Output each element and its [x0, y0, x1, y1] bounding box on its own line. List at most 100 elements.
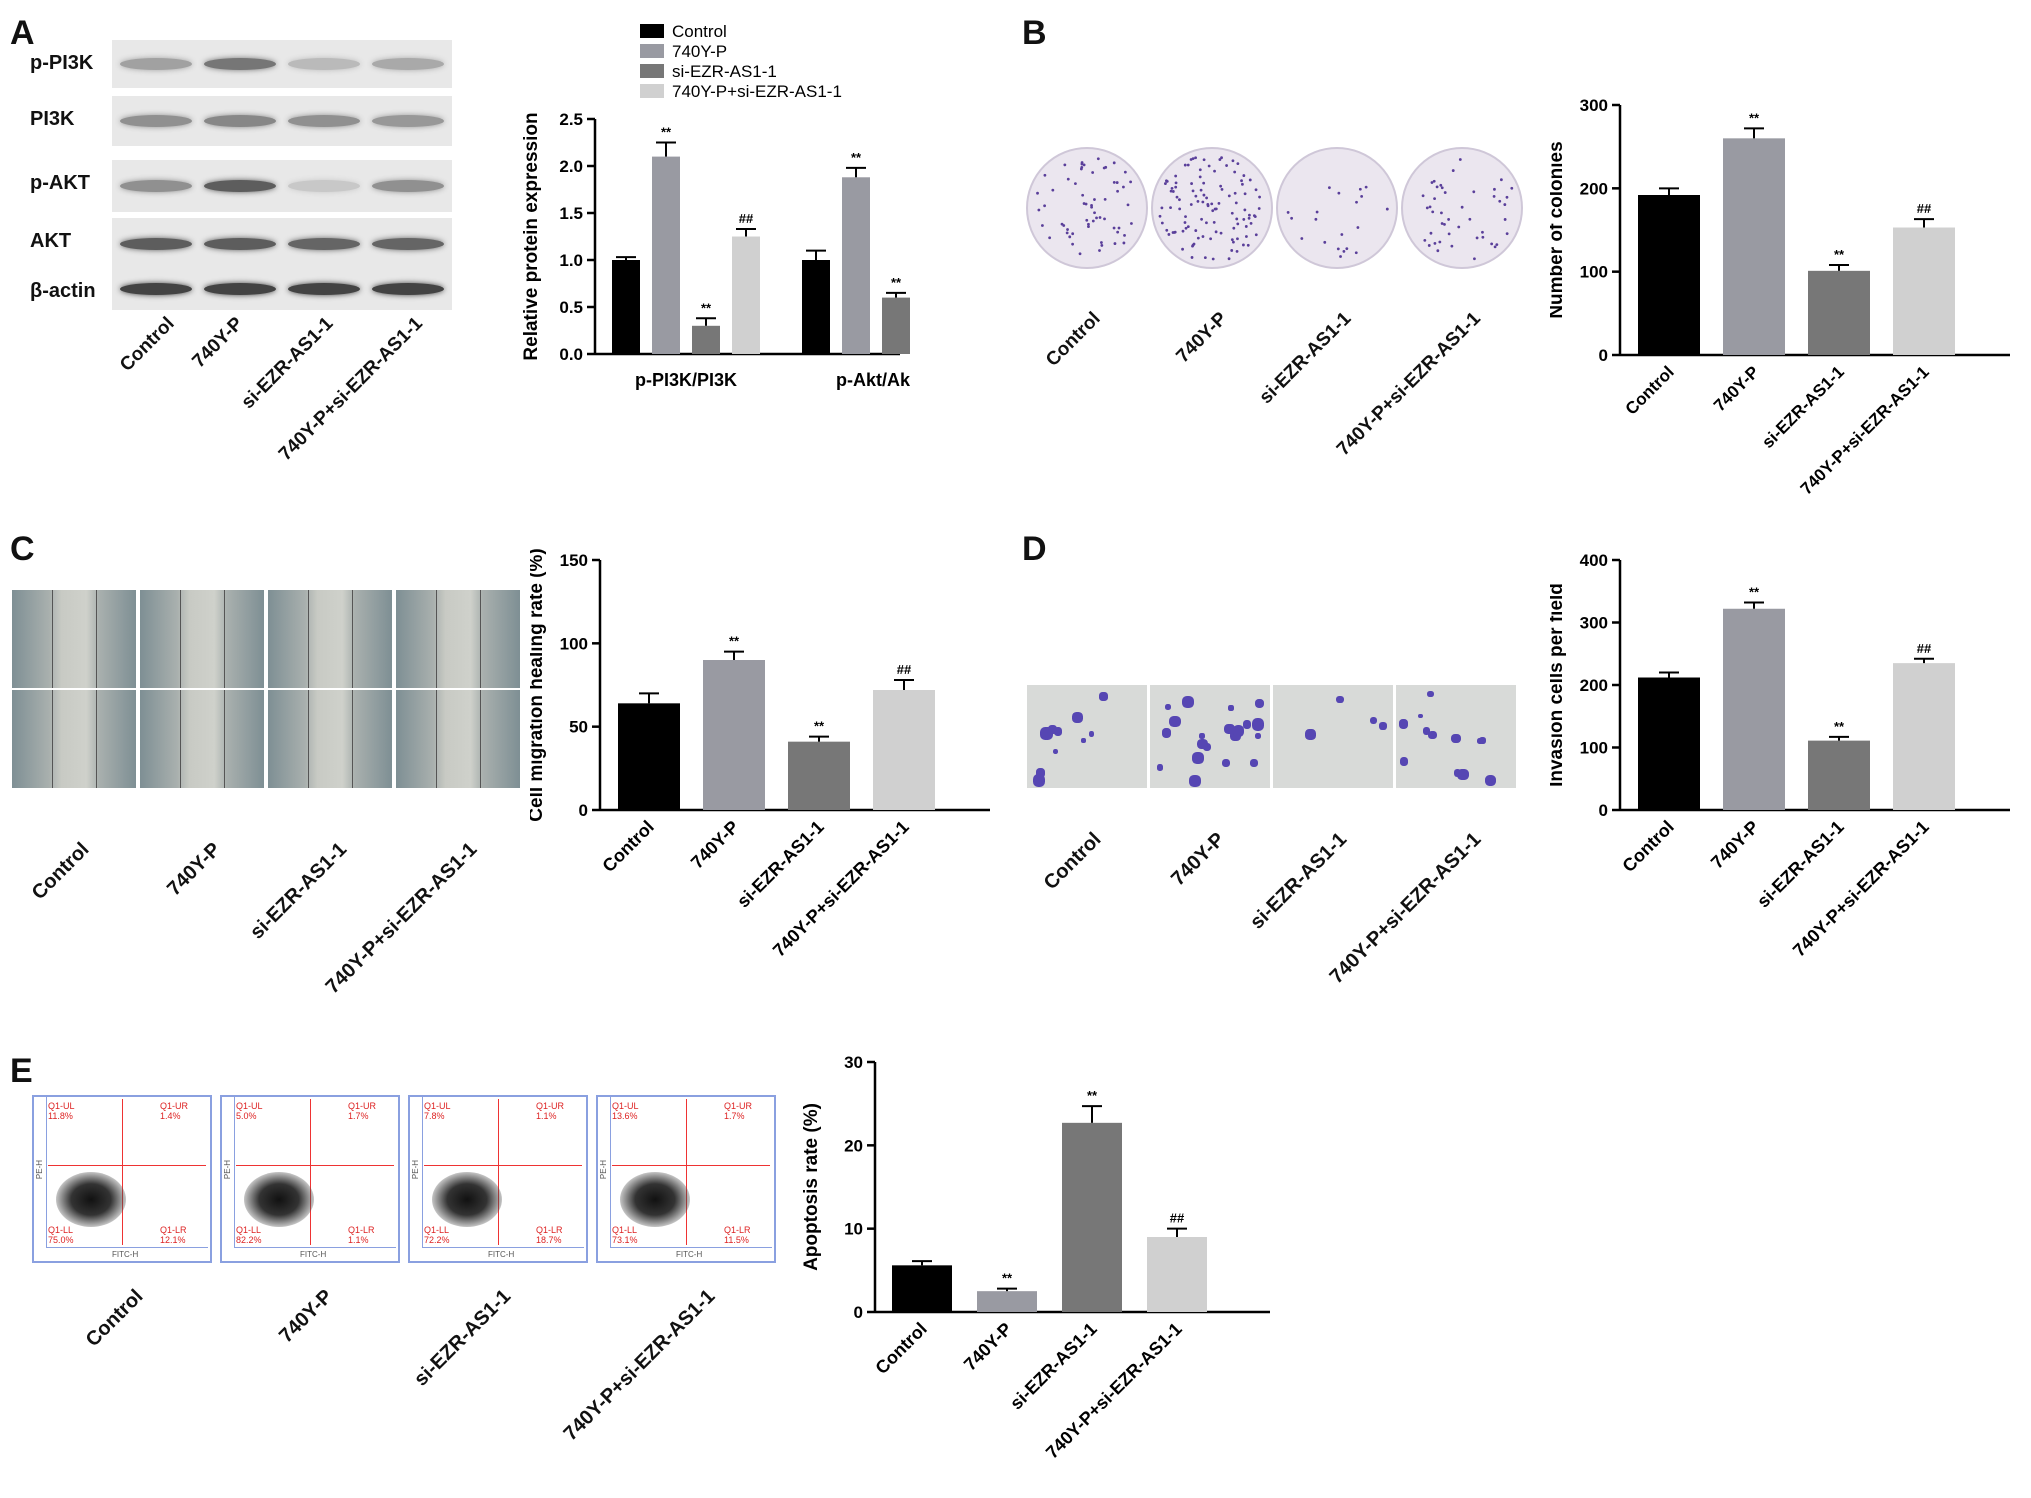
colony-dot	[1174, 185, 1178, 189]
scratch-edge	[52, 690, 53, 788]
colony-dot	[1102, 166, 1106, 170]
colony-dot	[1095, 216, 1098, 220]
quadrant-line-h	[48, 1165, 206, 1166]
colony-dot	[1490, 242, 1494, 246]
quadrant-value: 13.6%	[612, 1111, 638, 1121]
chart-c-migration: 0 50 100 150 Cell migration healing rate (%)…	[530, 548, 990, 961]
flow-x-label: FITC-H	[112, 1250, 139, 1259]
colony-dot	[1184, 215, 1187, 219]
colony-dot	[1112, 180, 1116, 184]
quadrant-label: Q1-UL	[612, 1101, 639, 1111]
colony-dot	[1100, 241, 1103, 244]
scratch-edge	[352, 590, 353, 688]
colony-dot	[1191, 243, 1195, 247]
colony-dot	[1191, 189, 1195, 193]
group-label: Control	[1042, 308, 1106, 371]
colony-dot	[1080, 161, 1084, 164]
colony-dot	[1217, 201, 1221, 205]
colony-dot	[1236, 222, 1240, 226]
y-tick-label: 50	[569, 718, 588, 737]
group-label: 740Y-P	[1172, 308, 1232, 368]
y-tick-label: 100	[560, 634, 588, 653]
legend-label: 740Y-P	[672, 42, 727, 61]
invaded-cell	[1035, 768, 1045, 778]
quadrant-label: Q1-LR	[724, 1225, 751, 1235]
colony-dot	[1066, 228, 1069, 231]
colony-dot	[1234, 201, 1238, 205]
colony-dot	[1473, 257, 1476, 261]
colony-dot	[1207, 164, 1211, 168]
colony-dot	[1503, 203, 1507, 206]
colony-dot	[1196, 200, 1200, 203]
colony-dot	[1439, 183, 1443, 187]
scratch-edge	[308, 590, 309, 688]
quadrant-value: 7.8%	[424, 1111, 445, 1121]
colony-dot	[1340, 233, 1344, 236]
group-label: si-EZR-AS1-1	[246, 838, 352, 944]
colony-dot	[1171, 231, 1175, 234]
colony-dot	[1048, 236, 1052, 240]
quadrant-value: 11.8%	[48, 1111, 73, 1121]
scratch-image	[268, 690, 392, 788]
x-category-label: 740Y-P	[960, 1319, 1016, 1375]
y-tick-label: 0.0	[559, 345, 583, 364]
blot-band	[288, 58, 360, 70]
significance-mark: ##	[1917, 641, 1932, 656]
legend-label: si-EZR-AS1-1	[672, 62, 777, 81]
scratch-image	[12, 590, 136, 688]
invaded-cell	[1053, 727, 1063, 736]
x-category-label: 740Y-P	[687, 817, 743, 873]
colony-dot	[1167, 233, 1171, 236]
colony-dot	[1235, 249, 1239, 253]
colony-dot	[1242, 174, 1246, 177]
scratch-edge	[180, 690, 181, 788]
colony-dot	[1205, 221, 1208, 225]
colony-dot	[1286, 211, 1290, 214]
quadrant-value: 1.7%	[724, 1111, 745, 1121]
colony-dot	[1249, 222, 1253, 225]
colony-dot	[1457, 225, 1461, 229]
colony-dot	[1194, 194, 1198, 198]
invaded-cell	[1417, 713, 1423, 719]
colony-dot	[1189, 158, 1193, 161]
cell-population	[56, 1172, 126, 1227]
colony-dot	[1199, 188, 1203, 192]
invaded-cell	[1182, 696, 1195, 709]
quadrant-label: Q1-LR	[348, 1225, 375, 1235]
colony-dot	[1220, 156, 1223, 160]
quadrant-line-h	[612, 1165, 770, 1166]
flow-axis	[234, 1247, 396, 1248]
colony-dot	[1183, 221, 1187, 224]
colony-dot	[1116, 230, 1120, 234]
colony-dot	[1230, 238, 1234, 242]
cell-population	[620, 1172, 690, 1227]
colony-dot	[1200, 217, 1203, 221]
colony-dot	[1233, 170, 1237, 174]
colony-dot	[1079, 167, 1083, 171]
colony-dot	[1174, 174, 1178, 178]
flow-plot: Q1-UL 5.0% Q1-UR 1.7% Q1-LL 82.2% Q1-LR 1.1% FIT…	[220, 1095, 400, 1263]
colony-dot	[1440, 186, 1444, 190]
colony-dot	[1181, 229, 1185, 233]
panel-letter-e: E	[10, 1052, 33, 1090]
colony-dot	[1258, 195, 1261, 199]
x-category-label: si-EZR-AS1-1	[1006, 1319, 1101, 1414]
colony-dot	[1242, 218, 1246, 221]
quadrant-value: 11.5%	[724, 1235, 749, 1245]
invaded-cell	[1232, 724, 1245, 737]
blot-band	[288, 283, 360, 295]
colony-dot	[1201, 200, 1205, 204]
colony-dot	[1432, 179, 1436, 183]
colony-dot	[1354, 251, 1358, 255]
colony-dot	[1169, 206, 1172, 210]
y-tick-label: 100	[1580, 739, 1608, 758]
colony-dot	[1245, 235, 1248, 238]
invaded-cell	[1457, 769, 1469, 781]
quadrant-label: Q1-LL	[612, 1225, 638, 1235]
colony-dot	[1385, 207, 1389, 211]
colony-dot	[1492, 194, 1496, 198]
invaded-cell	[1228, 705, 1234, 711]
significance-mark: ##	[897, 662, 912, 677]
colony-dot	[1194, 229, 1198, 232]
colony-dot	[1336, 247, 1340, 251]
